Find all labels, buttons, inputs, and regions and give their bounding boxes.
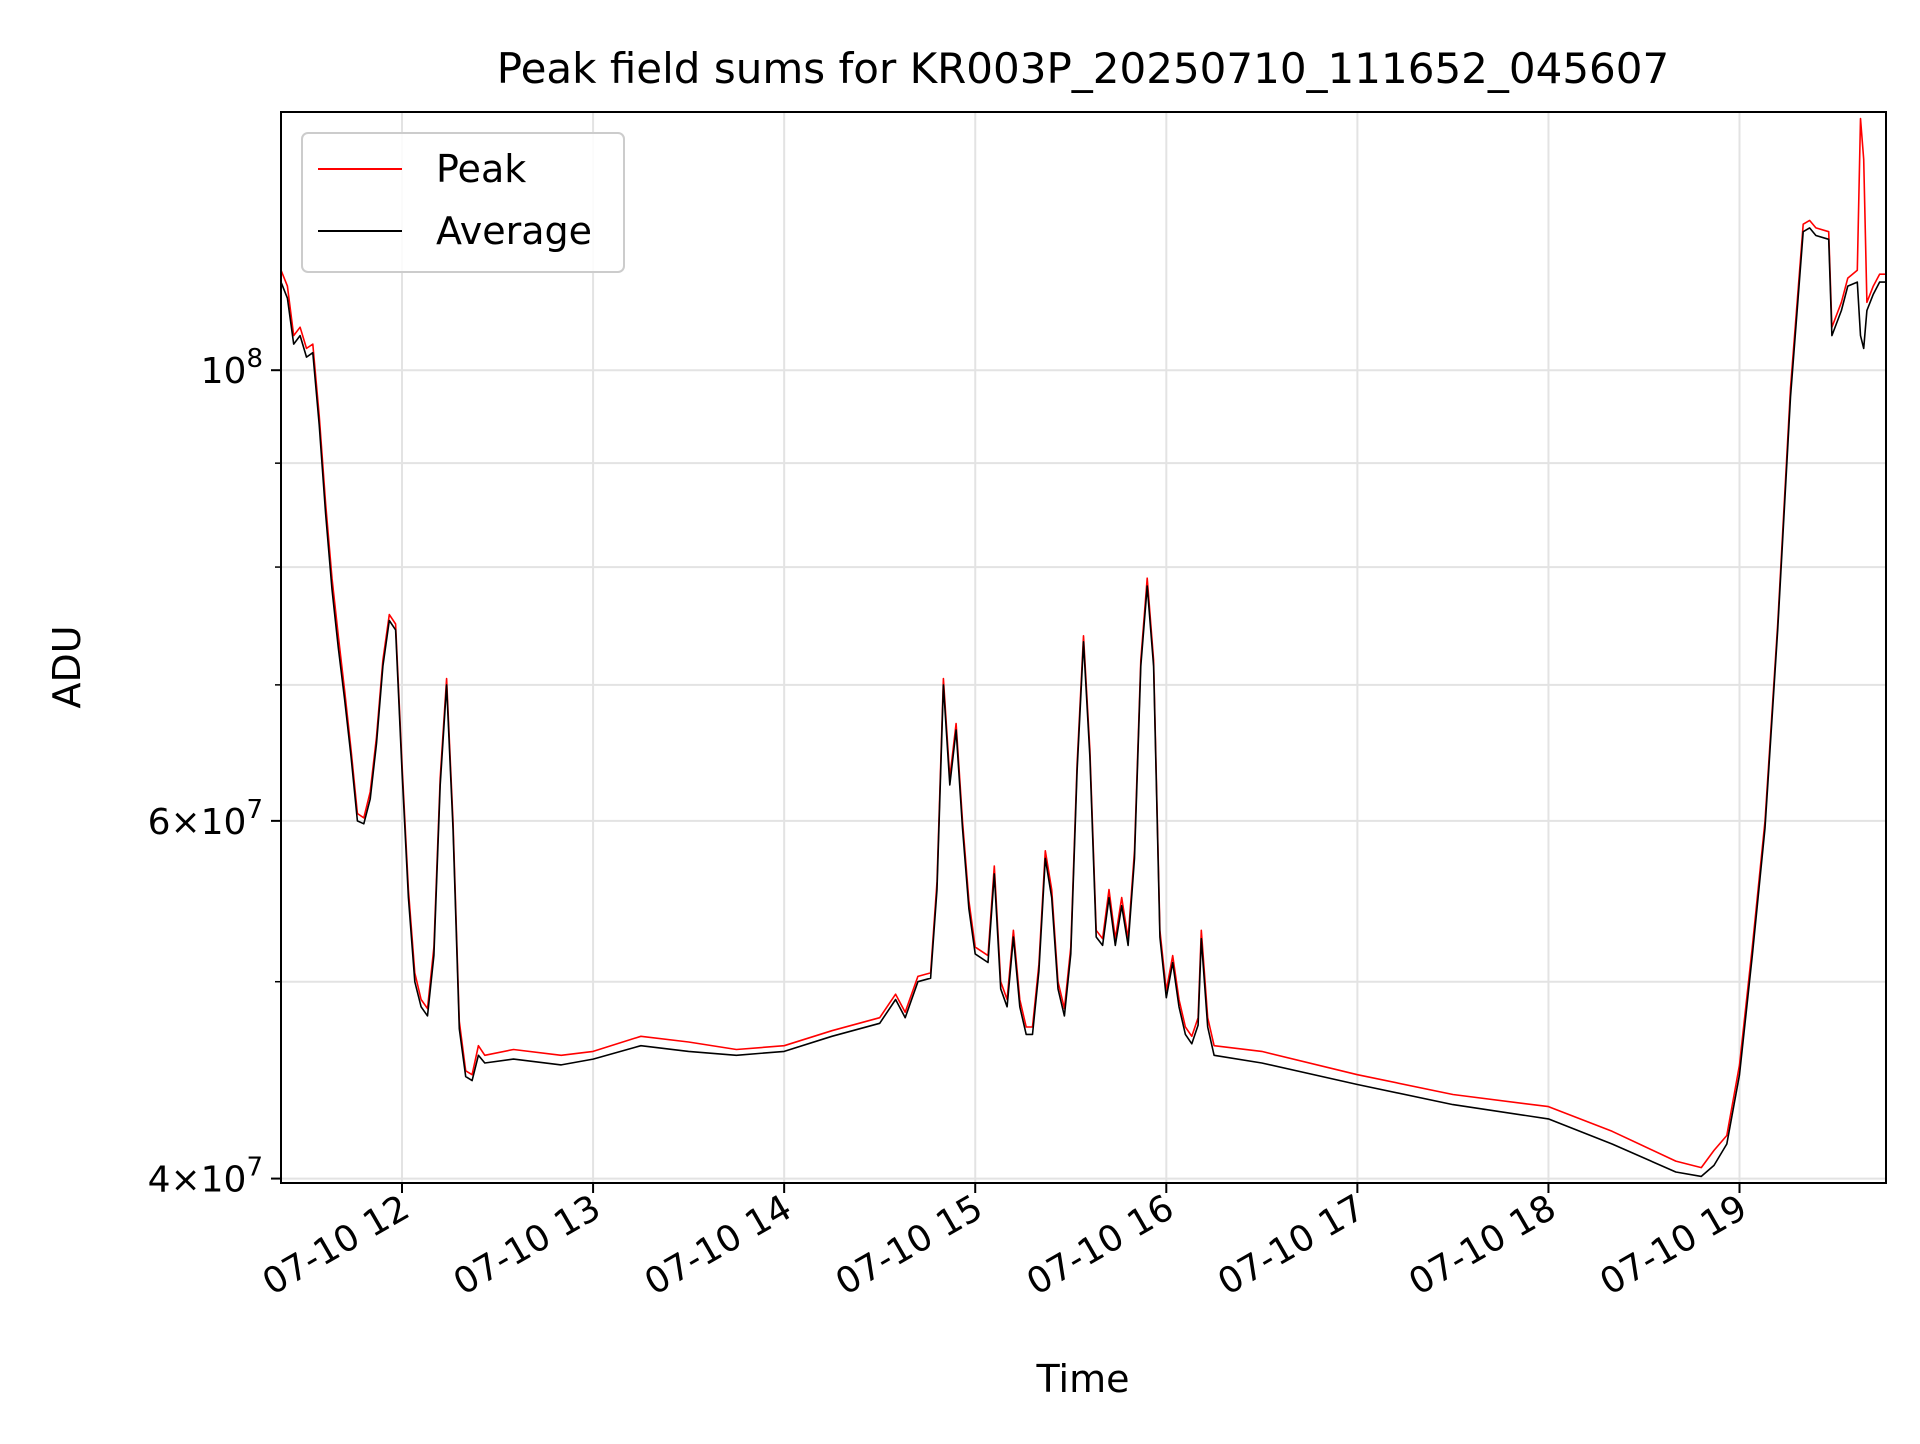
legend-label-peak: Peak xyxy=(436,147,526,191)
grid-layer xyxy=(281,112,1886,1183)
y-axis-label: ADU xyxy=(45,625,89,708)
y-tick-label: 4×107 xyxy=(148,1153,263,1201)
legend: Peak Average xyxy=(301,132,625,273)
plot-frame xyxy=(280,111,1887,1184)
chart-title: Peak field sums for KR003P_20250710_1116… xyxy=(497,44,1669,93)
legend-label-average: Average xyxy=(436,209,592,253)
y-tick-label: 6×107 xyxy=(148,795,263,843)
legend-box xyxy=(301,132,625,273)
x-axis-label: Time xyxy=(1036,1357,1130,1401)
series-layer xyxy=(280,117,1886,1178)
y-tick-label: 108 xyxy=(201,344,263,392)
series-line-average xyxy=(280,227,1886,1178)
